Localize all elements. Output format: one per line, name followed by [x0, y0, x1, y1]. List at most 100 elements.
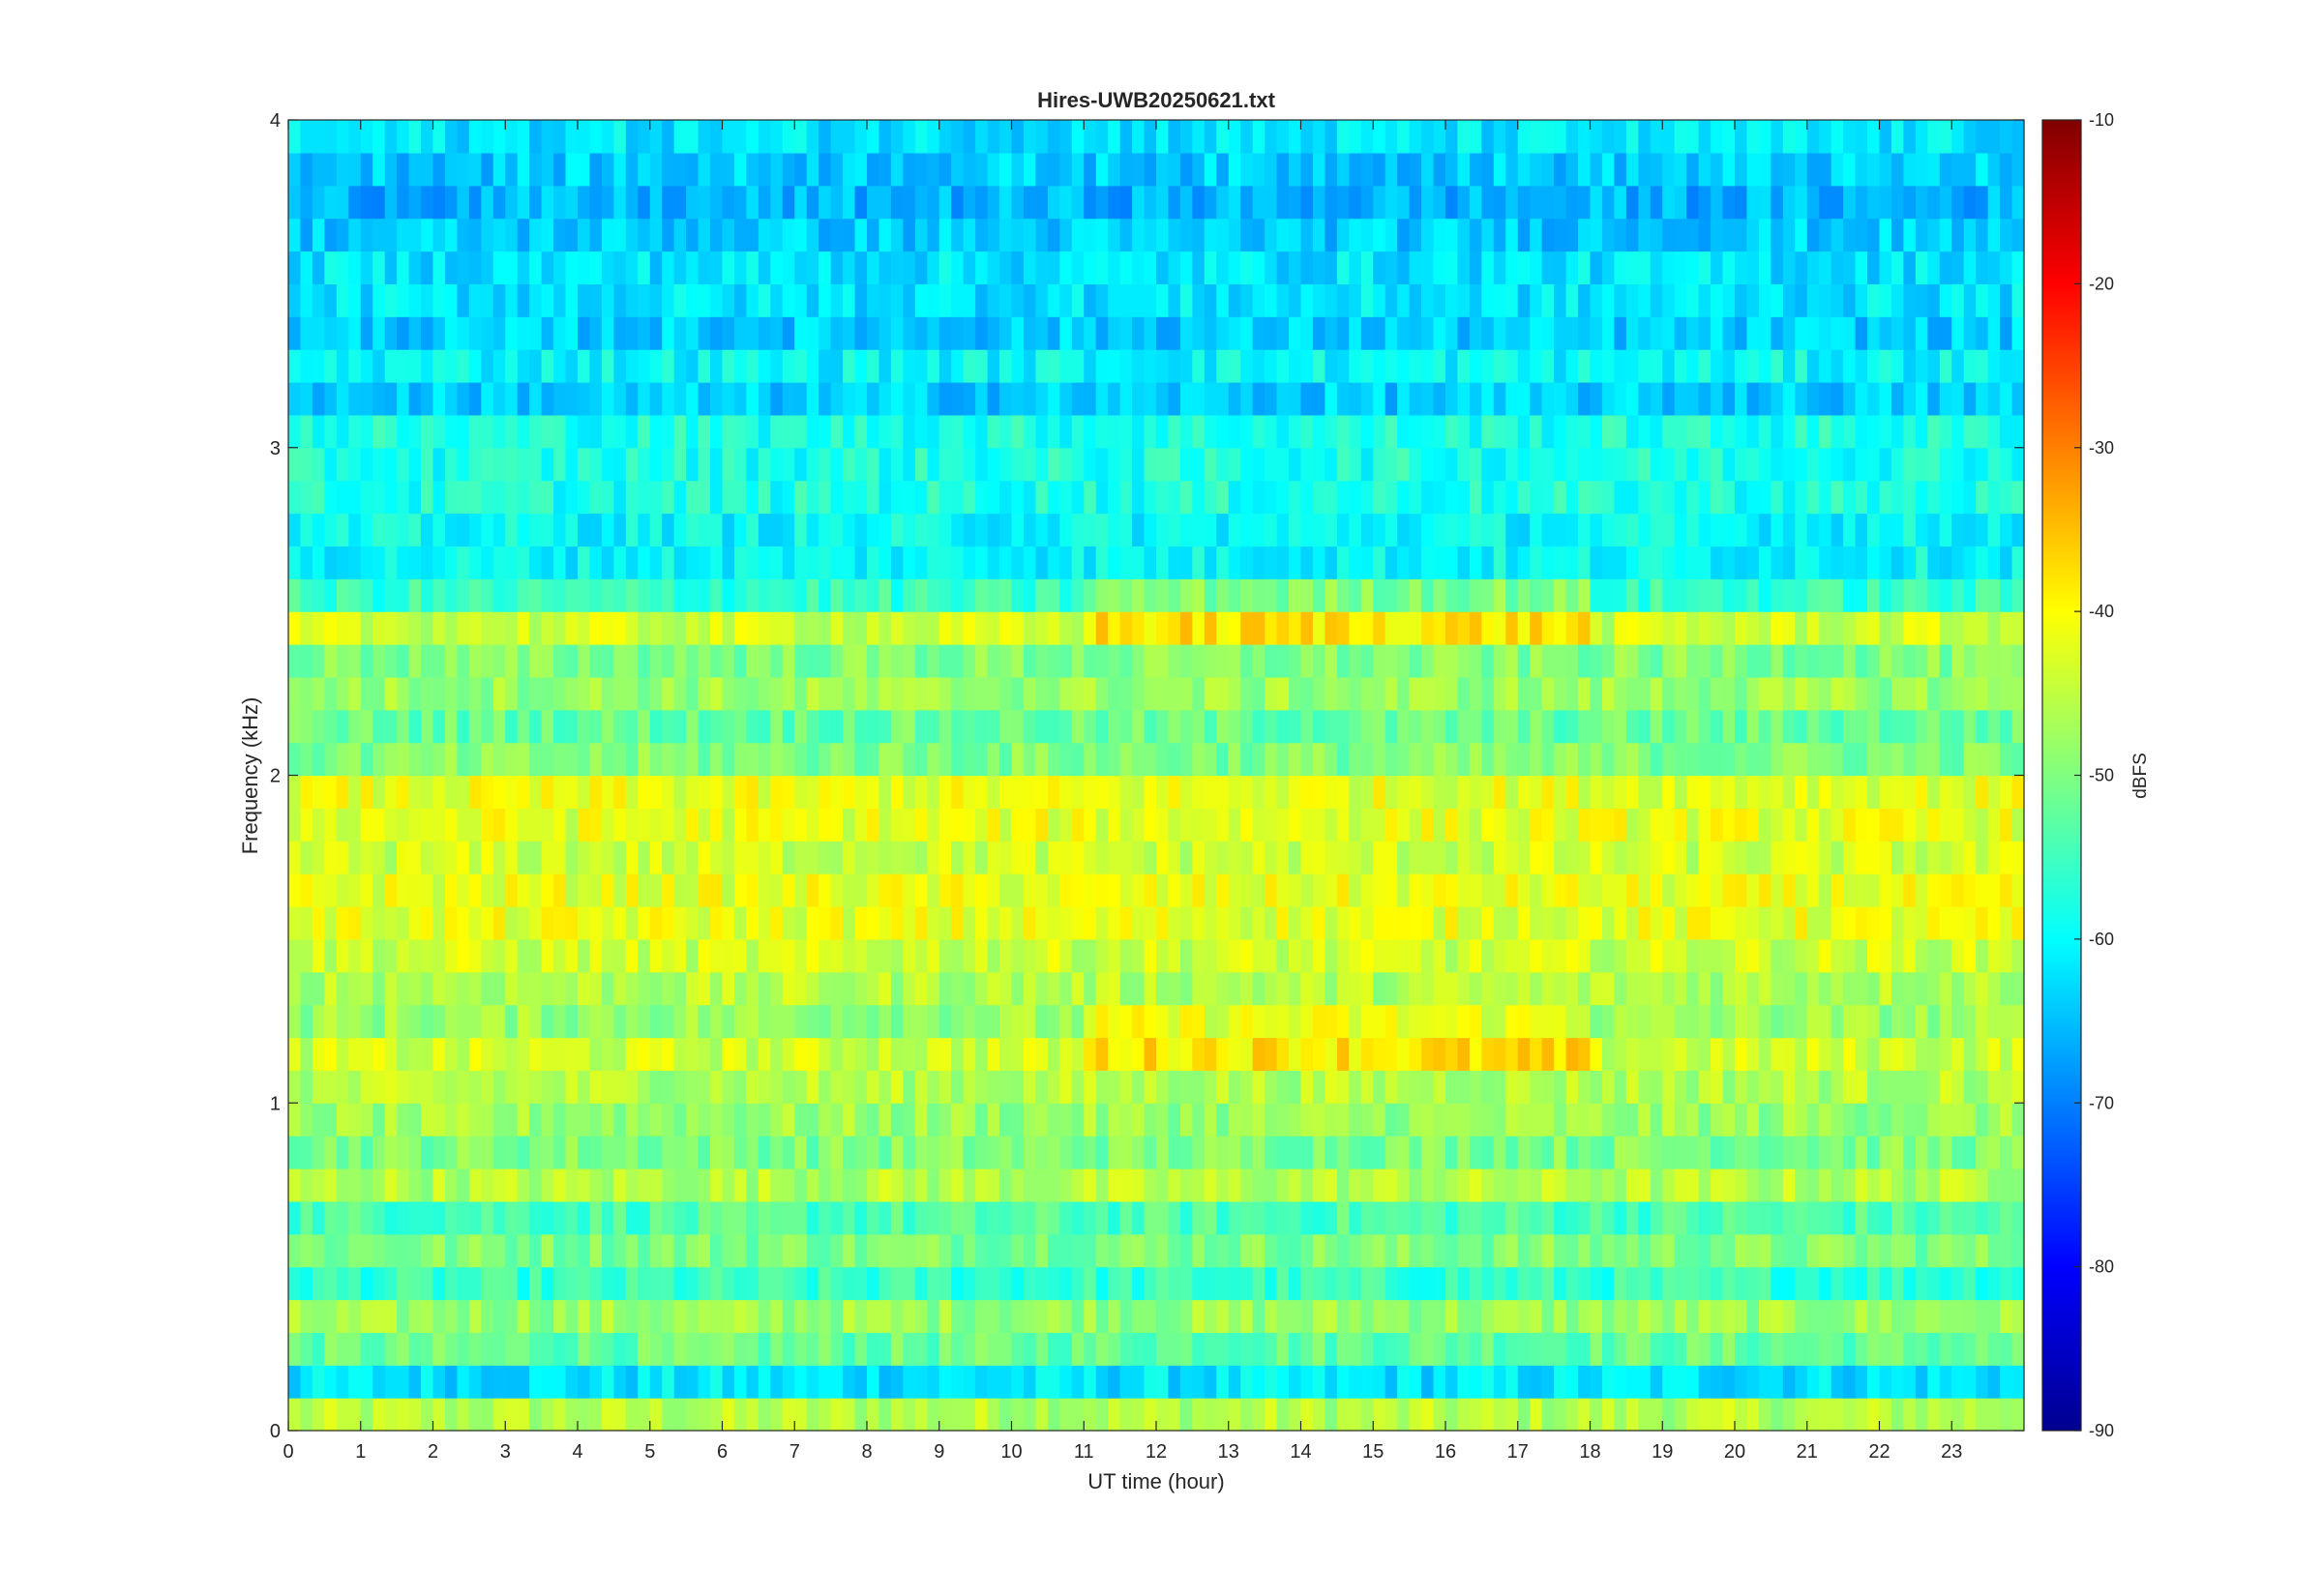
heatmap-cell — [1325, 349, 1338, 383]
heatmap-cell — [625, 841, 639, 874]
heatmap-cell — [625, 709, 639, 744]
heatmap-cell — [938, 1233, 952, 1268]
heatmap-cell — [1192, 1070, 1206, 1104]
heatmap-cell — [601, 349, 614, 383]
heatmap-cell — [1360, 480, 1374, 515]
heatmap-cell — [432, 1299, 446, 1333]
heatmap-cell — [890, 1070, 904, 1104]
heatmap-cell — [1915, 775, 1928, 809]
heatmap-cell — [1011, 938, 1025, 973]
heatmap-cell — [1204, 447, 1217, 482]
heatmap-cell — [927, 775, 940, 809]
heatmap-cell — [421, 513, 434, 547]
heatmap-cell — [1698, 1168, 1712, 1202]
heatmap-cell — [1011, 709, 1025, 744]
heatmap-cell — [686, 1365, 700, 1399]
heatmap-cell — [1216, 611, 1230, 645]
heatmap-cell — [1614, 1103, 1627, 1137]
heatmap-cell — [806, 775, 819, 809]
heatmap-cell — [1517, 480, 1531, 515]
heatmap-cell — [1939, 1004, 1952, 1039]
heatmap-cell — [300, 676, 313, 711]
heatmap-cell — [1686, 644, 1700, 678]
heatmap-cell — [492, 906, 506, 940]
heatmap-cell — [1144, 513, 1157, 547]
heatmap-cell — [360, 382, 373, 416]
heatmap-cell — [1084, 283, 1097, 317]
heatmap-cell — [1601, 1365, 1616, 1399]
heatmap-cell — [1939, 382, 1952, 416]
heatmap-cell — [1108, 775, 1121, 809]
heatmap-cell — [625, 1168, 639, 1202]
heatmap-cell — [1240, 414, 1254, 449]
heatmap-cell — [878, 316, 892, 350]
heatmap-cell — [601, 906, 614, 940]
heatmap-cell — [444, 546, 459, 579]
heatmap-cell — [1156, 971, 1170, 1006]
heatmap-cell — [1059, 808, 1073, 842]
heatmap-cell — [733, 808, 748, 842]
heatmap-cell — [975, 1233, 989, 1268]
heatmap-cell — [733, 1070, 748, 1104]
heatmap-cell — [1987, 1168, 2001, 1202]
heatmap-cell — [613, 1233, 627, 1268]
heatmap-cell — [1071, 316, 1085, 350]
heatmap-cell — [1927, 742, 1941, 777]
heatmap-cell — [397, 742, 410, 777]
heatmap-cell — [1735, 1233, 1748, 1268]
heatmap-cell — [1192, 349, 1206, 383]
heatmap-cell — [1879, 1103, 1892, 1137]
heatmap-cell — [1879, 938, 1892, 973]
heatmap-cell — [517, 676, 530, 711]
heatmap-cell — [806, 1136, 819, 1169]
heatmap-cell — [384, 1103, 398, 1137]
heatmap-cell — [1421, 775, 1435, 809]
heatmap-cell — [890, 1136, 904, 1169]
heatmap-cell — [1867, 938, 1881, 973]
heatmap-cell — [565, 1070, 579, 1104]
heatmap-cell — [999, 873, 1013, 907]
heatmap-cell — [638, 1004, 651, 1039]
heatmap-cell — [300, 1168, 313, 1202]
heatmap-cell — [794, 1266, 808, 1301]
heatmap-cell — [733, 546, 748, 579]
heatmap-cell — [1373, 1332, 1386, 1366]
heatmap-cell — [1289, 841, 1302, 874]
heatmap-cell — [505, 447, 519, 482]
heatmap-cell — [601, 808, 614, 842]
heatmap-cell — [1951, 1136, 1965, 1169]
heatmap-cell — [1590, 841, 1603, 874]
heatmap-cell — [1831, 906, 1844, 940]
heatmap-cell — [397, 283, 410, 317]
heatmap-cell — [999, 316, 1013, 350]
heatmap-cell — [1204, 938, 1217, 973]
heatmap-cell — [1023, 906, 1037, 940]
heatmap-cell — [1903, 546, 1917, 579]
heatmap-cell — [1674, 873, 1687, 907]
heatmap-cell — [553, 1103, 567, 1137]
heatmap-cell — [638, 971, 651, 1006]
heatmap-cell — [1300, 971, 1314, 1006]
heatmap-cell — [1746, 742, 1760, 777]
heatmap-cell — [938, 513, 952, 547]
heatmap-cell — [830, 480, 844, 515]
heatmap-cell — [1578, 1103, 1592, 1137]
heatmap-cell — [1517, 1299, 1531, 1333]
heatmap-cell — [903, 841, 916, 874]
heatmap-cell — [288, 1200, 302, 1235]
heatmap-cell — [1505, 1070, 1519, 1104]
heatmap-cell — [854, 808, 868, 842]
heatmap-cell — [1976, 414, 1989, 449]
heatmap-cell — [1819, 414, 1832, 449]
heatmap-cell — [300, 873, 313, 907]
heatmap-cell — [1795, 1266, 1808, 1301]
heatmap-cell — [1216, 808, 1230, 842]
heatmap-cell — [1939, 1070, 1952, 1104]
heatmap-cell — [336, 1004, 349, 1039]
heatmap-cell — [1071, 1332, 1085, 1366]
heatmap-cell — [1192, 414, 1206, 449]
heatmap-cell — [1469, 546, 1482, 579]
heatmap-cell — [408, 676, 422, 711]
heatmap-cell — [843, 1332, 856, 1366]
heatmap-cell — [1119, 513, 1133, 547]
